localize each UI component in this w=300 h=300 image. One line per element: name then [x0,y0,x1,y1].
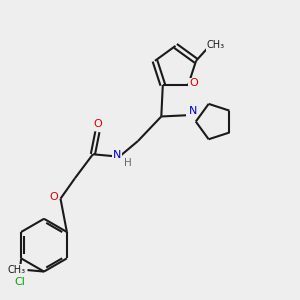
Text: N: N [113,151,121,160]
Text: N: N [189,106,197,116]
Text: N: N [187,106,196,116]
Text: O: O [50,192,58,202]
Text: CH₃: CH₃ [7,265,25,275]
Text: O: O [189,79,198,88]
Text: H: H [124,158,132,168]
Text: CH₃: CH₃ [207,40,225,50]
Text: O: O [94,119,102,129]
Text: Cl: Cl [14,277,25,287]
